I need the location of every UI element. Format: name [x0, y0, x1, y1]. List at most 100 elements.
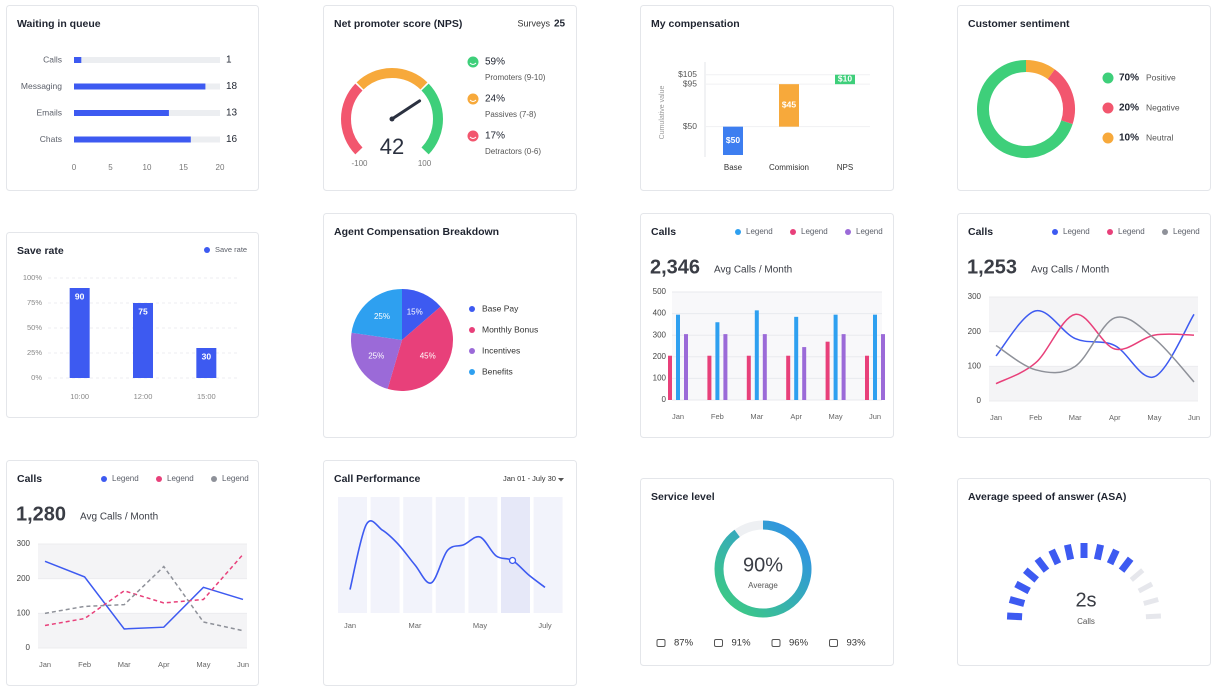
- y-tick-label: 200: [653, 352, 667, 361]
- legend-percent: 20%: [1119, 103, 1139, 114]
- bar: [74, 83, 206, 90]
- headline: 1,280: [16, 503, 66, 525]
- legend-label: Legend: [167, 474, 194, 483]
- value-label: 1: [226, 55, 232, 66]
- legend-icon: [467, 56, 479, 68]
- y-tick-label: $50: [683, 121, 697, 131]
- card: [957, 5, 1211, 191]
- gauge-segment: [1064, 544, 1075, 561]
- slice-label: 25%: [374, 312, 390, 321]
- plot-band: [38, 544, 247, 579]
- plot-column: [435, 497, 465, 613]
- card-title: Service level: [651, 491, 715, 503]
- x-tick-label: Jun: [869, 412, 881, 421]
- gauge-tick-label: 100: [418, 159, 432, 168]
- date-range: Jan 01 - July 30: [503, 474, 556, 483]
- gauge-segment: [1106, 548, 1120, 566]
- x-tick-label: Commision: [769, 163, 809, 172]
- slice-label: 15%: [407, 307, 423, 316]
- plot-column: [338, 497, 367, 613]
- bar: [865, 355, 869, 400]
- bar: [754, 310, 759, 400]
- x-tick-label: May: [1147, 413, 1161, 422]
- subtitle: Avg Calls / Month: [1031, 265, 1109, 276]
- line-series: [995, 316, 1195, 383]
- bar: [779, 84, 799, 127]
- line-marker: [508, 556, 517, 565]
- legend-swatch: [1162, 229, 1168, 235]
- pie-slice: [387, 306, 453, 391]
- x-tick-label: 15: [179, 163, 188, 172]
- legend-label: Legend: [856, 227, 883, 236]
- legend-label: Incentives: [482, 345, 520, 355]
- card-title: Calls: [651, 226, 676, 238]
- bar: [786, 355, 791, 400]
- value-label: $45: [782, 100, 796, 110]
- legend-label: Base Pay: [482, 303, 519, 313]
- legend-label: Save rate: [215, 245, 247, 254]
- x-tick-label: May: [196, 660, 210, 669]
- legend-icon: [467, 130, 479, 142]
- bar: [723, 334, 728, 400]
- dropdown-caret: [558, 478, 564, 482]
- stat-value: 87%: [674, 638, 694, 649]
- x-tick-label: 20: [216, 163, 225, 172]
- x-tick-label: 10: [143, 163, 152, 172]
- card: [6, 232, 259, 418]
- legend-label: Monthly Bonus: [482, 324, 538, 334]
- x-tick-label: Jan: [990, 413, 1002, 422]
- plot-band: [989, 297, 1198, 332]
- gauge-segment: [1129, 568, 1145, 582]
- y-tick-label: 0%: [31, 373, 42, 382]
- y-tick-label: 200: [17, 574, 31, 583]
- x-tick-label: Feb: [1029, 413, 1042, 422]
- surveys-label: Surveys: [517, 18, 550, 28]
- x-tick-label: Apr: [790, 412, 802, 421]
- line-series: [44, 560, 244, 630]
- bar: [825, 341, 830, 400]
- y-tick-label: 100%: [23, 273, 43, 282]
- stat-icon: [656, 639, 666, 647]
- gauge-segment: [1143, 597, 1159, 606]
- y-tick-label: $95: [683, 78, 697, 88]
- y-tick-label: 500: [653, 287, 667, 296]
- plot-column: [501, 497, 530, 613]
- bar: [841, 334, 846, 400]
- legend-percent: 70%: [1119, 73, 1139, 84]
- ring-value: 90%: [743, 554, 783, 576]
- gauge-value: 2s: [1075, 589, 1096, 611]
- gauge-segment: [1034, 556, 1050, 573]
- x-tick-label: May: [473, 621, 487, 630]
- bar: [833, 314, 838, 400]
- value-label: 16: [226, 134, 238, 145]
- legend-swatch: [790, 229, 796, 235]
- bar: [707, 355, 712, 400]
- bar: [723, 126, 743, 155]
- slice-label: 45%: [420, 352, 436, 361]
- bar: [69, 288, 90, 378]
- legend-label: Neutral: [1146, 132, 1174, 142]
- x-tick-label: 15:00: [197, 392, 216, 401]
- pie-slice: [402, 289, 441, 340]
- gauge-arc: [341, 83, 363, 155]
- x-tick-label: Mar: [118, 660, 131, 669]
- bar: [762, 334, 767, 400]
- gauge-needle: [390, 99, 422, 121]
- y-tick-label: 100: [17, 608, 31, 617]
- gauge-tick-label: -100: [351, 159, 368, 168]
- ring-progress: [714, 520, 812, 618]
- card-title: Agent Compensation Breakdown: [334, 226, 499, 238]
- legend-label: Benefits: [482, 366, 513, 376]
- stat-value: 91%: [732, 638, 752, 649]
- needle-hub: [389, 116, 395, 122]
- legend-label: Legend: [222, 474, 249, 483]
- x-tick-label: July: [538, 621, 552, 630]
- legend-label: Legend: [1063, 227, 1090, 236]
- bar: [74, 57, 82, 63]
- legend-swatch: [469, 306, 475, 312]
- legend-swatch: [845, 229, 851, 235]
- gauge-segment: [1006, 612, 1023, 621]
- bar: [74, 136, 191, 143]
- y-tick-label: 75%: [27, 298, 42, 307]
